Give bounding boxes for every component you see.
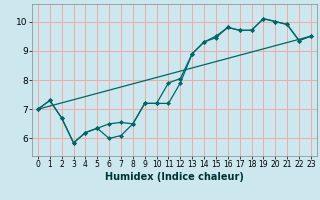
X-axis label: Humidex (Indice chaleur): Humidex (Indice chaleur) <box>105 172 244 182</box>
